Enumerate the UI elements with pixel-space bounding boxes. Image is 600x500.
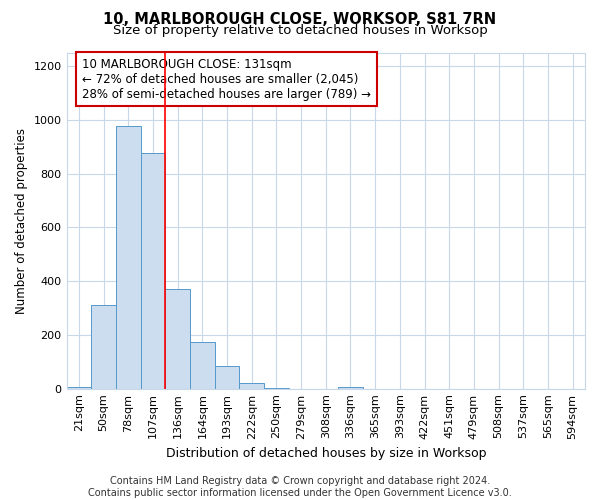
X-axis label: Distribution of detached houses by size in Worksop: Distribution of detached houses by size … xyxy=(166,447,486,460)
Bar xyxy=(91,306,116,388)
Text: 10, MARLBOROUGH CLOSE, WORKSOP, S81 7RN: 10, MARLBOROUGH CLOSE, WORKSOP, S81 7RN xyxy=(103,12,497,28)
Bar xyxy=(116,126,140,388)
Bar xyxy=(215,366,239,388)
Bar xyxy=(190,342,215,388)
Text: Contains HM Land Registry data © Crown copyright and database right 2024.
Contai: Contains HM Land Registry data © Crown c… xyxy=(88,476,512,498)
Text: 10 MARLBOROUGH CLOSE: 131sqm
← 72% of detached houses are smaller (2,045)
28% of: 10 MARLBOROUGH CLOSE: 131sqm ← 72% of de… xyxy=(82,58,371,100)
Bar xyxy=(239,383,264,388)
Y-axis label: Number of detached properties: Number of detached properties xyxy=(15,128,28,314)
Text: Size of property relative to detached houses in Worksop: Size of property relative to detached ho… xyxy=(113,24,487,37)
Bar xyxy=(140,154,165,388)
Bar xyxy=(165,289,190,388)
